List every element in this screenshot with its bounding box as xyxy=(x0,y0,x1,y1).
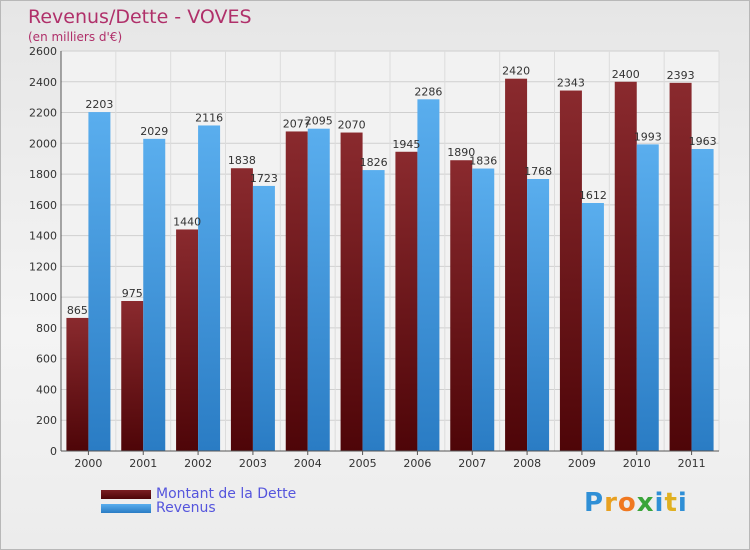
data-label-revenue: 1723 xyxy=(250,172,278,185)
bar-debt xyxy=(340,132,363,452)
bar-debt xyxy=(669,82,692,451)
x-tick-label: 2009 xyxy=(568,457,596,470)
y-tick-label: 1400 xyxy=(29,230,57,243)
y-tick-label: 800 xyxy=(36,322,57,335)
grid xyxy=(60,50,720,452)
y-tick-label: 1200 xyxy=(29,260,57,273)
proxiti-logo: Proxiti xyxy=(584,488,688,518)
data-label-revenue: 2095 xyxy=(305,115,333,128)
bar-debt xyxy=(176,229,199,451)
data-label-debt: 975 xyxy=(122,287,143,300)
data-label-revenue: 1836 xyxy=(469,155,497,168)
y-tick-label: 2200 xyxy=(29,107,57,120)
y-tick-label: 2400 xyxy=(29,76,57,89)
logo-letter: i xyxy=(677,488,688,518)
data-label-revenue: 2203 xyxy=(85,98,113,111)
bar-revenue xyxy=(691,149,714,451)
bar-debt xyxy=(121,301,144,451)
data-label-debt: 1440 xyxy=(173,215,201,228)
x-tick-label: 2002 xyxy=(184,457,212,470)
data-label-revenue: 1963 xyxy=(689,135,717,148)
data-label-revenue: 2029 xyxy=(140,125,168,138)
x-tick-label: 2001 xyxy=(129,457,157,470)
x-tick-label: 2011 xyxy=(678,457,706,470)
x-tick-label: 2006 xyxy=(403,457,431,470)
y-tick-label: 200 xyxy=(36,414,57,427)
logo-letter: x xyxy=(636,488,655,518)
bar-revenue xyxy=(307,128,330,451)
x-tick-label: 2007 xyxy=(458,457,486,470)
bar-debt xyxy=(230,168,253,451)
logo-letter: P xyxy=(584,488,605,518)
bar-debt xyxy=(285,131,308,451)
chart-subtitle: (en milliers d'€) xyxy=(28,30,123,44)
legend-label-debt: Montant de la Dette xyxy=(156,486,297,502)
bar-debt xyxy=(614,81,637,452)
bar-debt xyxy=(505,78,528,451)
legend-label-revenue: Revenus xyxy=(156,500,216,516)
axes: 0 200 400 600 800 1000 1200 1400 1600 1800 2000 220… xyxy=(29,45,719,470)
bar-revenue xyxy=(198,125,221,451)
bars xyxy=(66,78,714,452)
data-label-debt: 2070 xyxy=(338,119,366,132)
y-tick-label: 600 xyxy=(36,353,57,366)
x-tick-label: 2005 xyxy=(349,457,377,470)
bar-debt xyxy=(559,90,582,452)
x-tick-label: 2008 xyxy=(513,457,541,470)
data-label-revenue: 1612 xyxy=(579,189,607,202)
y-tick-label: 2000 xyxy=(29,137,57,150)
bar-debt xyxy=(450,160,473,451)
data-label-revenue: 2286 xyxy=(414,85,442,98)
logo-letter: i xyxy=(654,488,665,518)
data-label-debt: 1838 xyxy=(228,154,256,167)
logo-letter: r xyxy=(604,488,618,518)
x-tick-label: 2010 xyxy=(623,457,651,470)
chart-title: Revenus/Dette - VOVES xyxy=(28,6,252,28)
data-label-debt: 1890 xyxy=(447,146,475,159)
bar-debt xyxy=(66,317,89,451)
data-label-revenue: 1993 xyxy=(634,130,662,143)
data-label-debt: 865 xyxy=(67,304,88,317)
y-tick-label: 1600 xyxy=(29,199,57,212)
data-label-revenue: 1768 xyxy=(524,165,552,178)
data-label-debt: 2393 xyxy=(667,69,695,82)
y-tick-label: 0 xyxy=(50,445,57,458)
bar-revenue xyxy=(636,144,659,451)
data-label-debt: 2400 xyxy=(612,68,640,81)
legend-swatch-debt xyxy=(101,490,151,499)
data-label-debt: 2077 xyxy=(283,117,311,130)
logo-letter: o xyxy=(617,488,637,518)
data-label-debt: 2343 xyxy=(557,77,585,90)
bar-revenue xyxy=(581,203,604,451)
data-label-revenue: 2116 xyxy=(195,111,223,124)
x-tick-label: 2000 xyxy=(74,457,102,470)
data-label-revenue: 1826 xyxy=(360,156,388,169)
bar-debt xyxy=(395,151,418,451)
x-tick-label: 2003 xyxy=(239,457,267,470)
y-tick-label: 2600 xyxy=(29,45,57,58)
bar-revenue xyxy=(143,138,166,451)
y-tick-label: 400 xyxy=(36,383,57,396)
bar-revenue xyxy=(472,168,495,452)
legend-swatch-revenue xyxy=(101,504,151,513)
y-tick-label: 1000 xyxy=(29,291,57,304)
logo-letter: t xyxy=(664,488,678,518)
y-tick-label: 1800 xyxy=(29,168,57,181)
bar-revenue xyxy=(417,99,440,452)
bar-revenue xyxy=(362,170,385,452)
bar-revenue xyxy=(252,185,275,451)
x-tick-label: 2004 xyxy=(294,457,322,470)
bar-revenue xyxy=(88,112,111,452)
bar-revenue xyxy=(527,179,550,451)
data-label-debt: 1945 xyxy=(392,138,420,151)
data-label-debt: 2420 xyxy=(502,65,530,78)
